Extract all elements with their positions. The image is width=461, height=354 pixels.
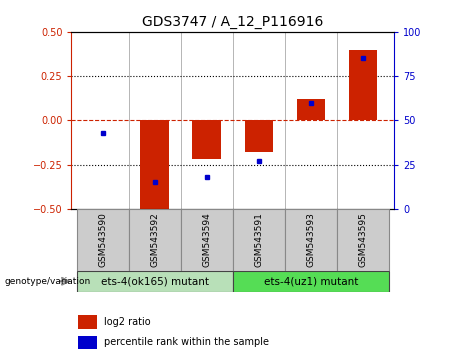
Text: GSM543591: GSM543591 — [254, 212, 263, 267]
Bar — [181, 209, 233, 271]
Text: GSM543595: GSM543595 — [358, 212, 367, 267]
Bar — [285, 209, 337, 271]
Bar — [233, 271, 389, 292]
Bar — [296, 99, 325, 120]
Text: GSM543594: GSM543594 — [202, 212, 211, 267]
Bar — [349, 50, 377, 120]
Bar — [193, 120, 221, 159]
Bar — [77, 271, 233, 292]
Text: percentile rank within the sample: percentile rank within the sample — [104, 337, 269, 348]
Text: genotype/variation: genotype/variation — [5, 277, 91, 286]
Bar — [77, 209, 129, 271]
Title: GDS3747 / A_12_P116916: GDS3747 / A_12_P116916 — [142, 16, 324, 29]
Bar — [78, 336, 97, 349]
Text: GSM543590: GSM543590 — [98, 212, 107, 267]
Text: log2 ratio: log2 ratio — [104, 317, 150, 327]
Bar — [78, 315, 97, 329]
Bar — [233, 209, 285, 271]
Text: ets-4(uz1) mutant: ets-4(uz1) mutant — [264, 276, 358, 286]
Text: GSM543593: GSM543593 — [307, 212, 315, 267]
Bar — [129, 209, 181, 271]
Text: GSM543592: GSM543592 — [150, 212, 159, 267]
Bar — [244, 120, 273, 152]
Bar — [141, 120, 169, 209]
Bar — [337, 209, 389, 271]
Text: ets-4(ok165) mutant: ets-4(ok165) mutant — [101, 276, 209, 286]
